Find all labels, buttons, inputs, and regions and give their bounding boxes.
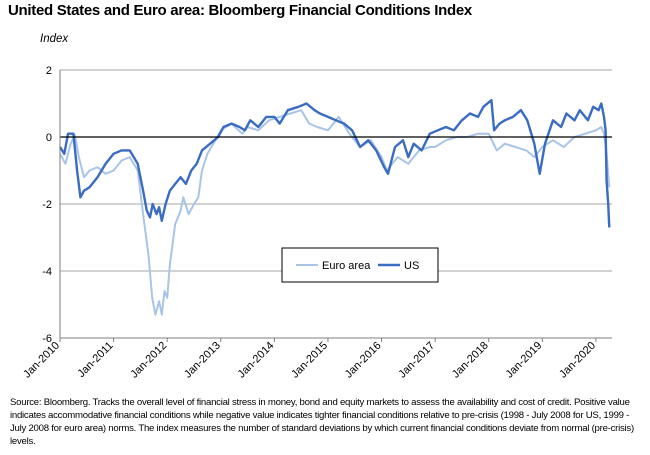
us-series-line [58, 99, 611, 228]
y-axis-unit: Index [40, 33, 69, 45]
y-tick-label: 2 [46, 65, 52, 77]
legend-label-us: US [404, 260, 419, 272]
y-tick-label: -4 [42, 266, 52, 278]
x-tick-label: Jan-2010 [21, 340, 62, 381]
x-tick-label: Jan-2020 [557, 340, 598, 381]
x-tick-label: Jan-2014 [236, 340, 277, 381]
x-tick-label: Jan-2015 [289, 340, 330, 381]
axes [59, 70, 612, 342]
series-lines [58, 99, 611, 316]
y-tick-label: -2 [42, 199, 52, 211]
y-tick-labels: 2 0 -2 -4 -6 [42, 65, 52, 345]
source-note: Source: Bloomberg. Tracks the overall le… [10, 397, 634, 447]
euro-area-series-line [59, 109, 611, 316]
x-tick-label: Jan-2019 [504, 340, 545, 381]
y-tick-label: 0 [46, 132, 52, 144]
y-tick-label: -6 [42, 333, 52, 345]
x-tick-label: Jan-2016 [343, 340, 384, 381]
x-tick-label: Jan-2013 [182, 340, 223, 381]
chart-canvas: 20-2-4-6 Jan-2010 Jan-2011 Jan-2012 Jan-201… [21, 65, 612, 381]
legend: Euro area US [281, 247, 439, 283]
chart-title: United States and Euro area: Bloomberg F… [8, 2, 472, 19]
x-tick-label: Jan-2012 [128, 340, 169, 381]
x-tick-labels: Jan-2010 Jan-2011 Jan-2012 Jan-2013 Jan-2014… [21, 340, 598, 381]
x-tick-label: Jan-2018 [450, 340, 491, 381]
x-tick-label: Jan-2011 [75, 340, 115, 380]
legend-label-euro-area: Euro area [322, 260, 371, 272]
x-tick-label: Jan-2017 [396, 340, 437, 381]
